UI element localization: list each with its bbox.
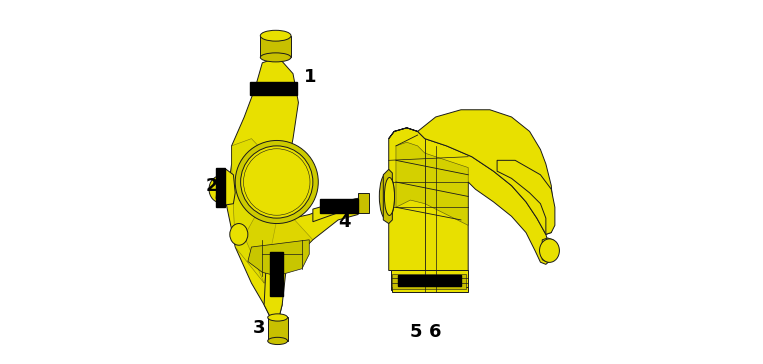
Polygon shape [497, 160, 555, 234]
Polygon shape [248, 240, 309, 276]
Polygon shape [216, 169, 235, 206]
Text: 3: 3 [253, 319, 266, 337]
Ellipse shape [379, 173, 394, 220]
Polygon shape [264, 261, 286, 319]
Bar [392, 287, 468, 292]
Circle shape [235, 141, 318, 223]
Bar [260, 36, 291, 58]
Circle shape [243, 149, 310, 215]
Text: 1: 1 [304, 68, 317, 86]
Ellipse shape [230, 223, 248, 245]
Ellipse shape [385, 178, 394, 215]
Polygon shape [542, 238, 555, 262]
Text: 5: 5 [410, 323, 422, 341]
Bar [270, 253, 283, 296]
Polygon shape [394, 270, 468, 290]
Polygon shape [388, 110, 553, 234]
Polygon shape [388, 128, 552, 270]
Bar [391, 270, 468, 290]
Ellipse shape [539, 239, 559, 262]
Ellipse shape [209, 176, 233, 203]
Ellipse shape [260, 30, 291, 41]
Polygon shape [396, 142, 468, 225]
Ellipse shape [260, 53, 291, 62]
Polygon shape [313, 198, 365, 222]
Bar [268, 317, 288, 341]
Text: 6: 6 [429, 323, 441, 341]
Bar [358, 193, 369, 213]
Polygon shape [244, 175, 313, 283]
Polygon shape [226, 58, 360, 319]
Text: 2: 2 [205, 177, 217, 195]
Ellipse shape [268, 337, 288, 345]
Polygon shape [383, 169, 392, 223]
Bar [398, 275, 461, 286]
Bar [392, 274, 466, 289]
Circle shape [240, 146, 313, 218]
Bar [320, 199, 358, 213]
Polygon shape [232, 139, 286, 283]
Text: 4: 4 [338, 213, 351, 231]
Bar [216, 167, 225, 207]
Ellipse shape [268, 314, 288, 321]
Bar [250, 82, 297, 95]
